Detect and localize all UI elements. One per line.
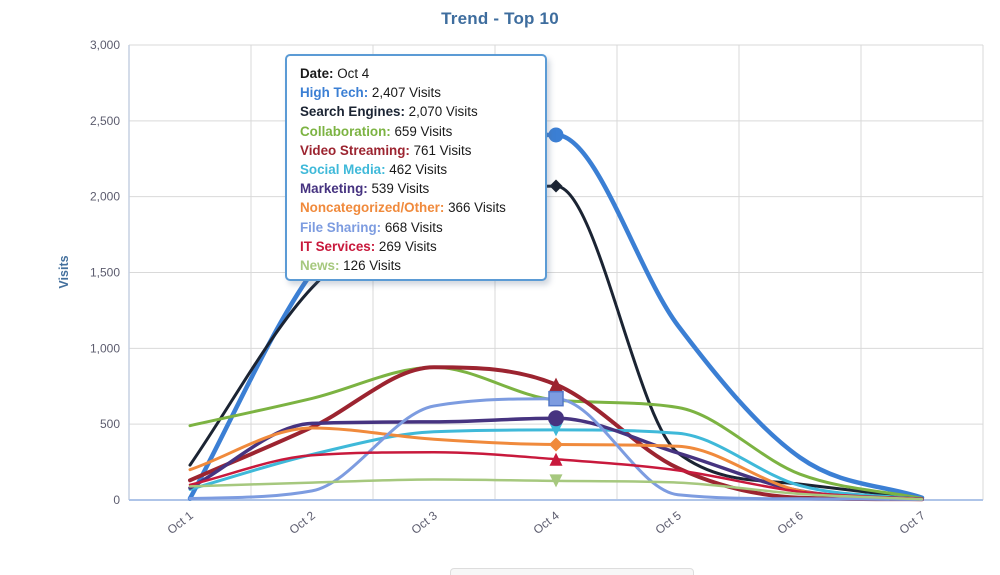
tooltip-row: Date: Oct 4: [300, 64, 533, 83]
y-tick-label: 1,000: [90, 341, 120, 355]
legend-peek: [450, 568, 694, 575]
tooltip-row: Noncategorized/Other: 366 Visits: [300, 198, 533, 217]
x-tick-label: Oct 2: [287, 508, 318, 537]
marker-marketing[interactable]: [548, 410, 564, 427]
tooltip-series-value: 659 Visits: [390, 123, 453, 139]
tooltip-row: File Sharing: 668 Visits: [300, 218, 533, 237]
tooltip-series-value: 539 Visits: [367, 181, 430, 197]
x-tick-label: Oct 5: [653, 508, 684, 537]
tooltip-series-value: 269 Visits: [375, 238, 437, 254]
y-tick-label: 1,500: [90, 266, 120, 280]
tooltip-series-value: 366 Visits: [444, 200, 506, 216]
marker-noncategorized-other[interactable]: [549, 437, 563, 452]
y-tick-label: 500: [100, 417, 120, 431]
y-axis-title: Visits: [57, 255, 71, 288]
tooltip-series-label: News:: [300, 258, 340, 274]
tooltip-series-value: 2,407 Visits: [368, 85, 441, 101]
tooltip-series-label: Video Streaming:: [300, 142, 410, 158]
marker-it-services[interactable]: [549, 452, 563, 466]
tooltip-row: Collaboration: 659 Visits: [300, 122, 533, 141]
tooltip-row: Video Streaming: 761 Visits: [300, 141, 533, 160]
tooltip-series-label: High Tech:: [300, 85, 369, 101]
x-tick-label: Oct 3: [409, 508, 440, 537]
x-tick-label: Oct 7: [897, 508, 928, 537]
tooltip-series-label: Date:: [300, 66, 334, 81]
tooltip-series-label: Noncategorized/Other:: [300, 200, 445, 216]
tooltip-series-value: 462 Visits: [385, 162, 448, 178]
tooltip-series-value: Oct 4: [333, 66, 370, 81]
tooltip-series-label: File Sharing:: [300, 219, 382, 235]
tooltip-series-value: 126 Visits: [339, 258, 401, 274]
hover-tooltip: Date: Oct 4 High Tech: 2,407 Visits Search…: [285, 54, 547, 281]
tooltip-row: Search Engines: 2,070 Visits: [300, 102, 533, 121]
tooltip-series-label: Marketing:: [300, 181, 368, 197]
tooltip-series-value: 761 Visits: [409, 142, 472, 158]
tooltip-row: Social Media: 462 Visits: [300, 160, 533, 179]
tooltip-row: IT Services: 269 Visits: [300, 237, 533, 256]
tooltip-series-value: 2,070 Visits: [404, 104, 478, 120]
tooltip-row: Marketing: 539 Visits: [300, 179, 533, 198]
y-tick-label: 2,000: [90, 190, 120, 204]
marker-high-tech[interactable]: [548, 127, 564, 143]
chart-title: Trend - Top 10: [441, 9, 559, 28]
tooltip-series-label: IT Services:: [300, 238, 376, 254]
tooltip-rows: Date: Oct 4 High Tech: 2,407 Visits Search…: [300, 64, 533, 275]
tooltip-series-value: 668 Visits: [381, 219, 443, 235]
tooltip-series-label: Social Media:: [300, 162, 386, 178]
marker-video-streaming[interactable]: [549, 377, 563, 392]
y-tick-label: 2,500: [90, 114, 120, 128]
x-tick-label: Oct 1: [165, 508, 196, 537]
x-tick-label: Oct 4: [531, 508, 562, 537]
marker-search-engines[interactable]: [549, 179, 563, 193]
marker-file-sharing[interactable]: [548, 390, 564, 407]
tooltip-row: High Tech: 2,407 Visits: [300, 83, 533, 102]
tooltip-row: News: 126 Visits: [300, 256, 533, 275]
marker-news[interactable]: [549, 474, 563, 488]
tooltip-series-label: Collaboration:: [300, 123, 391, 139]
marker-social-media[interactable]: [549, 423, 563, 437]
y-tick-label: 3,000: [90, 38, 120, 52]
y-tick-label: 0: [113, 493, 120, 507]
x-tick-label: Oct 6: [775, 508, 806, 537]
tooltip-series-label: Search Engines:: [300, 104, 405, 120]
